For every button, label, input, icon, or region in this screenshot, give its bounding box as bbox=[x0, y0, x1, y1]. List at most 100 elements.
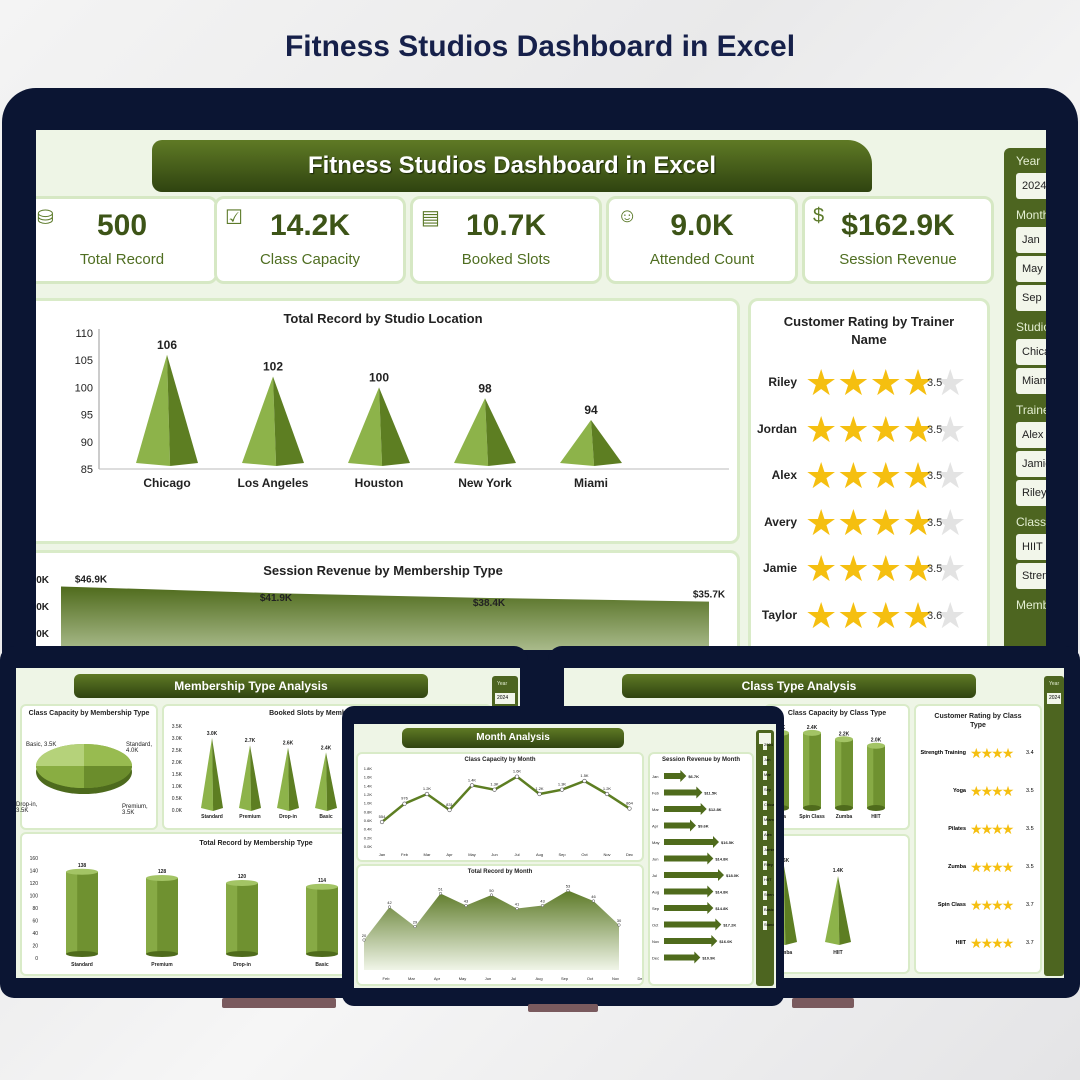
membership-pie-panel: Class Capacity by Membership Type Basic,… bbox=[16, 704, 158, 830]
trainer-rating-row: Jamie ★★★★★ 3.5 bbox=[751, 551, 991, 591]
star-icon: ★ bbox=[991, 745, 1003, 761]
rating-value: 3.5 bbox=[927, 563, 943, 575]
slicer-item[interactable]: Alex bbox=[763, 831, 772, 840]
kpi-booked-slots: ▤ 10.7K Booked Slots bbox=[410, 196, 602, 284]
class-name: Strength Training bbox=[920, 750, 966, 756]
data-point bbox=[402, 801, 407, 806]
y-tick-label: 80 bbox=[32, 906, 38, 912]
star-rating: ★★★★★ bbox=[805, 365, 966, 401]
x-tick-label: Standard bbox=[201, 814, 223, 820]
star-icon: ★ bbox=[901, 501, 935, 543]
slicer-header: Month bbox=[1016, 208, 1046, 222]
star-icon: ★ bbox=[805, 455, 838, 496]
page-title: Fitness Studios Dashboard in Excel bbox=[284, 30, 796, 63]
star-icon: ★ bbox=[970, 859, 982, 875]
laptop-hinge bbox=[792, 998, 854, 1008]
slicer-item[interactable]: Mar bbox=[763, 771, 771, 780]
month-slicer: 2024 Jan Mar Sep Chica Miam Alex Jamie Riley HIIT… bbox=[756, 730, 774, 986]
slicer-item[interactable]: 2024 bbox=[763, 741, 773, 750]
month-revenue-chart: Jan $6.7K Feb $11.5K Mar $12.8K Apr $9.6K May $16… bbox=[652, 770, 739, 964]
slicer-button[interactable]: 2024 bbox=[1016, 173, 1046, 199]
data-label: 100 bbox=[369, 370, 389, 384]
data-point bbox=[582, 778, 587, 784]
slicer-item[interactable]: Jamie bbox=[763, 846, 774, 855]
y-tick-label: Jan bbox=[652, 774, 658, 779]
class-rating-row: Zumba ★★★★ 3.5 bbox=[916, 859, 1042, 880]
slicer-item[interactable]: Riley bbox=[763, 861, 773, 870]
class-name: Pilates bbox=[948, 826, 966, 832]
month-banner: Month Analysis bbox=[402, 728, 624, 748]
slicer-item[interactable]: 2024 bbox=[1047, 693, 1061, 704]
y-tick-label: 0.8K bbox=[364, 809, 373, 814]
star-icon: ★ bbox=[980, 745, 993, 761]
star-icon: ★ bbox=[837, 548, 870, 589]
revenue-arrow-bar bbox=[664, 819, 696, 832]
slicer-item[interactable]: Miam bbox=[763, 816, 774, 825]
star-icon: ★ bbox=[934, 501, 967, 543]
data-point bbox=[469, 783, 475, 788]
laptop-hinge bbox=[528, 1004, 598, 1012]
class-capacity-panel: Class Capacity by Class Type 2.4KYoga2.4… bbox=[764, 704, 910, 830]
star-icon: ★ bbox=[1001, 897, 1014, 913]
kpi-total-record: ⛁ 500 Total Record bbox=[36, 196, 218, 284]
kpi-value: $162.9K bbox=[841, 209, 955, 242]
cylinder-bar-bottom bbox=[66, 951, 98, 957]
slicer-item[interactable]: HIIT bbox=[763, 876, 772, 885]
pyramid-bar-face bbox=[242, 376, 277, 466]
pyramid-bar-face bbox=[454, 398, 489, 466]
class-rating-row: Yoga ★★★★ 3.5 bbox=[916, 783, 1042, 804]
slicer-item[interactable]: 2024 bbox=[495, 693, 515, 704]
slicer-button[interactable]: Jan bbox=[1016, 227, 1046, 253]
revenue-chart-panel: Session Revenue by Membership Type 0.0K 0… bbox=[36, 550, 740, 650]
slicer-button[interactable]: Miam bbox=[1016, 368, 1046, 394]
x-tick-label: Jul bbox=[511, 976, 516, 981]
slicer-button[interactable]: Stren bbox=[1016, 563, 1046, 589]
slicer-item[interactable]: Stren bbox=[763, 891, 774, 900]
slicer-button[interactable]: May bbox=[1016, 256, 1046, 282]
slicer-item[interactable]: Jan bbox=[763, 756, 770, 765]
money-icon: $ bbox=[813, 205, 825, 227]
data-label: 51 bbox=[438, 887, 443, 892]
slicer-button[interactable]: HIIT bbox=[1016, 534, 1046, 560]
revenue-chart: 0.0K 0.0K 0.0K $46.9K $41.9K $38.4K $35.7K bbox=[36, 574, 726, 650]
slicer-button[interactable]: Alex bbox=[1016, 422, 1046, 448]
y-tick-label: 0.4K bbox=[364, 827, 373, 832]
data-point bbox=[566, 888, 570, 893]
month-revenue-title: Session Revenue by Month bbox=[661, 757, 740, 763]
star-icon: ★ bbox=[837, 501, 870, 543]
cylinder-bar-top bbox=[803, 729, 821, 736]
slicer-button[interactable]: Chica bbox=[1016, 339, 1046, 365]
y-tick-label: 120 bbox=[30, 881, 39, 887]
data-point bbox=[438, 891, 443, 896]
star-icon: ★ bbox=[805, 548, 838, 589]
class-rating-title: Customer Rating by Class Type bbox=[934, 713, 1022, 729]
data-label: $12.8K bbox=[709, 807, 722, 812]
y-tick-label: Dec bbox=[652, 956, 659, 961]
cylinder-bar-top bbox=[146, 875, 178, 881]
x-tick-label: Jun bbox=[491, 852, 497, 857]
slicer-item[interactable]: Stand bbox=[763, 921, 774, 930]
star-icon: ★ bbox=[980, 783, 993, 799]
slicer-button[interactable]: Riley bbox=[1016, 480, 1046, 506]
data-label: 1.4K bbox=[468, 777, 477, 782]
slicer-item[interactable]: Basic bbox=[763, 906, 774, 915]
star-icon: ★ bbox=[869, 548, 902, 589]
slicer-item[interactable]: Chica bbox=[763, 801, 774, 810]
revenue-arrow-bar bbox=[664, 918, 722, 931]
cylinder-bar-highlight bbox=[146, 878, 158, 954]
cylinder-bar-highlight bbox=[867, 745, 874, 808]
rating-value: 3.5 bbox=[1026, 864, 1034, 870]
slicer-item[interactable]: Sep bbox=[763, 786, 771, 795]
cylinder-bar-highlight bbox=[306, 886, 318, 954]
data-label: 831 bbox=[446, 802, 453, 807]
revenue-area bbox=[61, 586, 709, 650]
y-tick-label: May bbox=[652, 840, 660, 845]
y-tick-label: 2.0K bbox=[172, 760, 183, 766]
data-label: 114 bbox=[318, 878, 326, 884]
slicer-button[interactable]: Jamie bbox=[1016, 451, 1046, 477]
data-label: $35.7K bbox=[693, 590, 726, 601]
star-icon: ★ bbox=[901, 594, 935, 636]
pyramid-bar-side bbox=[591, 420, 622, 466]
revenue-arrow-bar bbox=[664, 885, 714, 898]
slicer-button[interactable]: Sep bbox=[1016, 285, 1046, 311]
